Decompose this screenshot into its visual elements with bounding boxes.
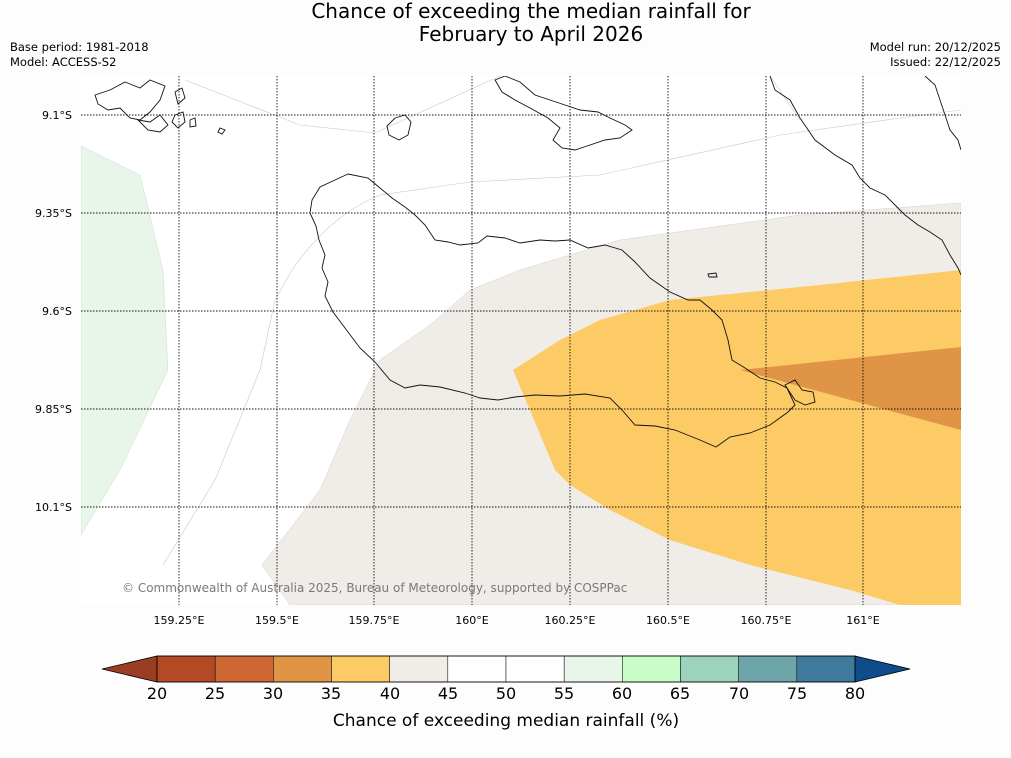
colorbar-tick: 75 bbox=[787, 684, 807, 703]
colorbar-tick: 50 bbox=[496, 684, 516, 703]
region-55-60 bbox=[81, 145, 169, 536]
coastline-islet bbox=[707, 272, 718, 278]
faint-contours bbox=[162, 76, 961, 566]
colorbar-tick: 60 bbox=[612, 684, 632, 703]
colorbar-segment bbox=[505, 655, 565, 683]
lat-label: 9.1°S bbox=[42, 109, 72, 122]
latitude-labels: 9.1°S 9.35°S 9.6°S 9.85°S 10.1°S bbox=[35, 109, 72, 514]
lon-label: 159.5°E bbox=[255, 614, 299, 627]
colorbar-segment bbox=[447, 655, 507, 683]
coastline-florida-islands bbox=[494, 76, 633, 151]
coastline-marau bbox=[784, 379, 816, 406]
model-run-text: Model run: 20/12/2025 bbox=[869, 40, 1001, 54]
coastline-savo bbox=[386, 114, 412, 141]
colorbar-over-arrow bbox=[854, 655, 911, 683]
base-period-text: Base period: 1981-2018 bbox=[10, 40, 149, 54]
colorbar-tick: 80 bbox=[845, 684, 865, 703]
colorbar-tick: 20 bbox=[147, 684, 167, 703]
map-title: Chance of exceeding the median rainfall … bbox=[0, 0, 1011, 46]
lat-label: 9.85°S bbox=[35, 403, 72, 416]
lat-label: 9.35°S bbox=[35, 207, 72, 220]
colorbar-tick: 40 bbox=[380, 684, 400, 703]
region-30-35 bbox=[740, 347, 961, 430]
lat-label: 9.6°S bbox=[42, 305, 72, 318]
lat-label: 10.1°S bbox=[35, 501, 72, 514]
lon-label: 160.25°E bbox=[545, 614, 596, 627]
colorbar-tick: 45 bbox=[438, 684, 458, 703]
coastline-guadalcanal bbox=[309, 173, 796, 448]
lon-label: 160.75°E bbox=[741, 614, 792, 627]
colorbar-segment bbox=[622, 655, 681, 683]
colorbar: 20 25 30 35 40 45 50 55 60 65 70 75 80 C… bbox=[101, 655, 911, 731]
colorbar-segment bbox=[738, 655, 798, 683]
colorbar-segment bbox=[156, 655, 216, 683]
issued-text: Issued: 22/12/2025 bbox=[890, 55, 1001, 69]
copyright-text: © Commonwealth of Australia 2025, Bureau… bbox=[122, 581, 627, 595]
colorbar-outline bbox=[156, 655, 856, 683]
colorbar-segment bbox=[389, 655, 449, 683]
colorbar-segment bbox=[331, 655, 390, 683]
colorbar-tick: 65 bbox=[670, 684, 690, 703]
colorbar-segment bbox=[273, 655, 332, 683]
colorbar-tick: 30 bbox=[263, 684, 283, 703]
metadata-left: Base period: 1981-2018 Model: ACCESS-S2 bbox=[10, 40, 149, 70]
colorbar-tick-labels: 20 25 30 35 40 45 50 55 60 65 70 75 80 bbox=[147, 684, 865, 703]
colorbar-tick: 55 bbox=[554, 684, 574, 703]
colorbar-tick: 25 bbox=[205, 684, 225, 703]
title-line-1: Chance of exceeding the median rainfall … bbox=[311, 0, 751, 23]
longitude-labels: 159.25°E 159.5°E 159.75°E 160°E 160.25°E… bbox=[154, 614, 880, 627]
lon-label: 161°E bbox=[846, 614, 879, 627]
colorbar-segment bbox=[796, 655, 856, 683]
map-panel: © Commonwealth of Australia 2025, Bureau… bbox=[81, 76, 961, 605]
colorbar-tick: 70 bbox=[729, 684, 749, 703]
title-line-2: February to April 2026 bbox=[418, 22, 644, 46]
lon-label: 160°E bbox=[455, 614, 488, 627]
colorbar-segment bbox=[680, 655, 739, 683]
coastline-russell-islands bbox=[94, 79, 166, 121]
lon-label: 159.25°E bbox=[154, 614, 205, 627]
region-35-40 bbox=[513, 270, 961, 605]
lon-label: 160.5°E bbox=[646, 614, 690, 627]
colorbar-tick: 35 bbox=[321, 684, 341, 703]
colorbar-segment bbox=[563, 655, 623, 683]
model-text: Model: ACCESS-S2 bbox=[10, 55, 117, 69]
colorbar-segment bbox=[214, 655, 274, 683]
graticule bbox=[81, 76, 961, 605]
colorbar-title: Chance of exceeding median rainfall (%) bbox=[333, 711, 679, 731]
colorbar-under-arrow bbox=[101, 655, 158, 683]
colorbar-segments bbox=[156, 655, 856, 683]
lon-label: 159.75°E bbox=[349, 614, 400, 627]
metadata-right: Model run: 20/12/2025 Issued: 22/12/2025 bbox=[870, 40, 1001, 70]
